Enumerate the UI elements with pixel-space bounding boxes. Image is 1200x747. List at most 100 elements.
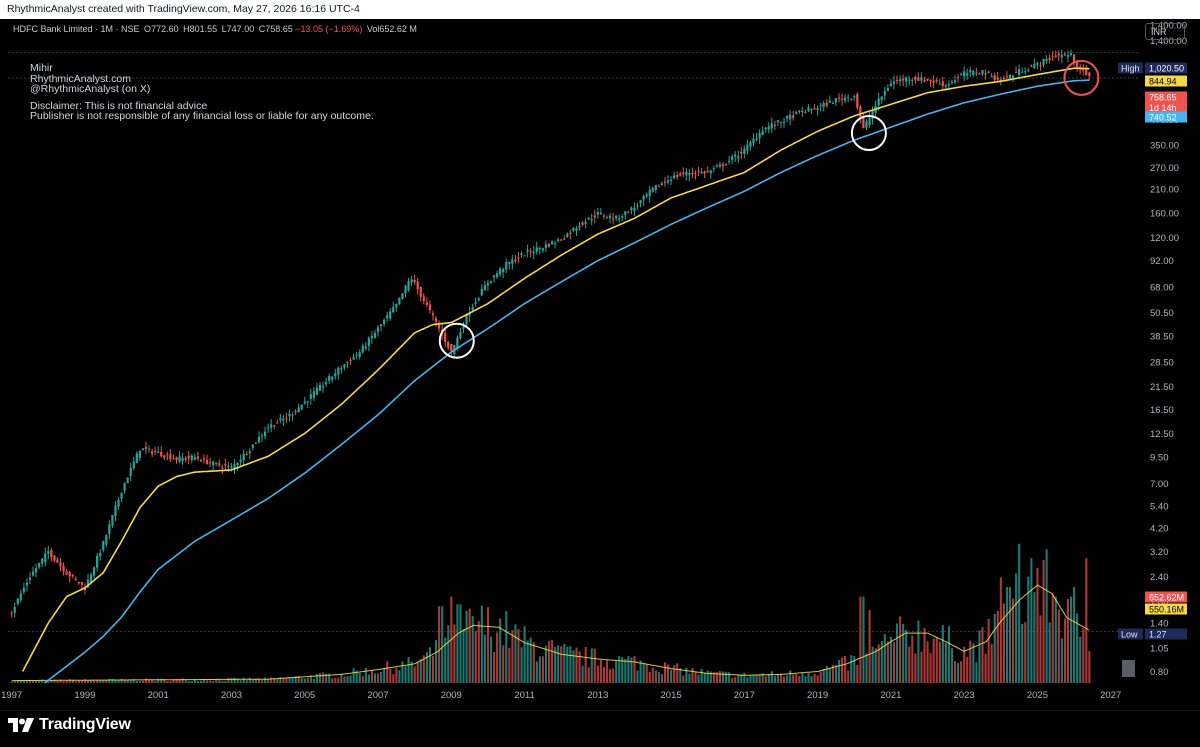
currency-button[interactable]: INR: [1145, 23, 1185, 40]
volume-bar: [770, 671, 773, 683]
candle: [508, 261, 511, 264]
volume-bar: [184, 680, 187, 683]
candle: [480, 289, 483, 296]
candle: [532, 251, 535, 254]
volume-bar: [663, 662, 667, 683]
candle: [859, 106, 862, 119]
volume-bar: [996, 610, 999, 683]
candle: [798, 110, 801, 112]
volume-bar: [28, 679, 32, 683]
volume-bar: [660, 674, 664, 683]
price-tick-label: 3.20: [1150, 547, 1169, 558]
volume-bar: [68, 679, 71, 683]
volume-bar: [902, 623, 905, 683]
volume-bar: [657, 671, 660, 683]
volume-bar: [126, 679, 129, 683]
volume-bar: [132, 679, 135, 683]
volume-bar: [493, 652, 496, 683]
price-tick-label: 38.50: [1150, 332, 1174, 343]
candle: [288, 413, 291, 417]
volume-bar: [502, 645, 505, 683]
volume-bar: [199, 680, 203, 683]
candle: [80, 582, 83, 585]
candle: [251, 444, 254, 448]
candle: [450, 344, 453, 352]
volume-bar: [337, 677, 340, 683]
candle: [1033, 63, 1036, 68]
volume-bar: [1008, 587, 1012, 683]
volume-bar: [319, 673, 322, 683]
candle: [349, 359, 352, 362]
candle: [633, 207, 636, 212]
ma-fast-line: [21, 67, 1090, 672]
volume-bar: [740, 674, 743, 683]
High-label-bg: [1145, 62, 1187, 74]
candle: [300, 404, 303, 410]
volume-bar: [895, 623, 899, 683]
volume-bar: [56, 680, 59, 683]
candle: [666, 180, 670, 183]
volume-bar: [874, 648, 877, 683]
volume-bar: [877, 644, 880, 683]
volume-bar: [35, 680, 38, 683]
volume-bar: [914, 653, 917, 683]
volume-bar: [270, 677, 273, 683]
volume-bar: [489, 636, 493, 683]
candle: [810, 108, 813, 110]
candle: [208, 462, 212, 464]
volume-bar: [764, 676, 767, 683]
volume-bar: [602, 667, 606, 683]
volume-bar: [926, 641, 929, 683]
candle: [972, 70, 975, 75]
candle: [99, 552, 102, 557]
volume-bar: [541, 656, 544, 683]
candle: [648, 189, 651, 197]
volume-bar: [560, 646, 563, 683]
candle: [318, 384, 322, 391]
volume-bar: [648, 671, 651, 683]
volume-bar: [474, 631, 477, 683]
volume-bar: [80, 680, 83, 683]
candle: [154, 450, 157, 453]
volume-bar: [300, 678, 303, 683]
candle: [68, 571, 71, 577]
tradingview-logo[interactable]: TradingView: [8, 716, 131, 734]
candle: [352, 356, 355, 360]
tradingview-icon: [8, 718, 34, 732]
volume-bar: [853, 656, 856, 683]
volume-bar: [129, 680, 132, 683]
volume-bar: [593, 648, 596, 683]
candle: [593, 215, 596, 218]
volume-bar: [1060, 638, 1063, 683]
candle: [227, 465, 230, 468]
low-label: 1.27: [1149, 630, 1167, 640]
volume-bar: [599, 659, 602, 683]
volume-bar: [792, 674, 795, 683]
volume-bar: [728, 672, 731, 683]
volume-bar: [563, 643, 566, 683]
candle: [132, 461, 135, 469]
volume-bar: [297, 675, 300, 683]
candle: [22, 587, 25, 592]
price-tick-label: 50.50: [1150, 308, 1174, 319]
candle: [544, 244, 548, 248]
volume-bar: [413, 666, 416, 683]
symbol-name[interactable]: HDFC Bank Limited · 1M · NSE: [13, 24, 140, 34]
moving-averages: [21, 67, 1090, 684]
volume-bar: [294, 676, 297, 683]
volume-bar: [276, 678, 279, 683]
volume-bar: [1063, 618, 1066, 683]
volume-bar: [819, 671, 822, 683]
candle: [465, 314, 468, 325]
volume-bar: [636, 670, 639, 683]
volume-bar: [53, 679, 56, 683]
scale-toggle[interactable]: [1122, 660, 1135, 677]
candle: [486, 282, 490, 286]
volume-bar: [746, 677, 749, 683]
volume-bar: [50, 680, 53, 683]
volume-bar: [761, 673, 764, 683]
volume-bar: [431, 655, 435, 683]
volume-bar: [987, 618, 990, 683]
volume-bar: [969, 640, 972, 683]
